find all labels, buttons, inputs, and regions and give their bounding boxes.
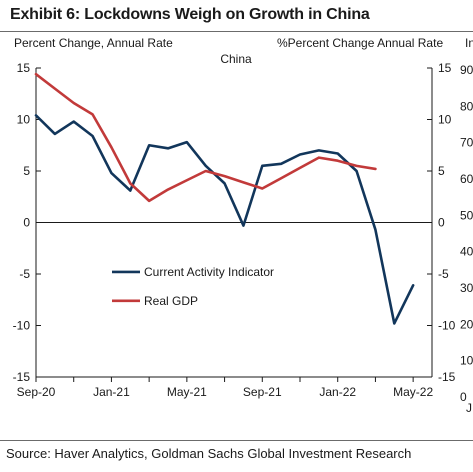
legend-label: Current Activity Indicator [144,265,274,279]
title-divider [0,31,473,32]
right-y-tick-label: 10 [438,113,452,127]
far-right-tick-label: 30 [460,281,473,295]
far-right-bottom-label: J [466,401,472,415]
axes: -15 -15 -10 -10 -5 -5 0 0 5 5 10 10 15 15 90 80 70 60 50 40… [13,61,473,415]
line-chart: Percent Change, Annual Rate %Percent Cha… [13,36,473,415]
right-y-tick-label: -15 [438,370,456,384]
left-y-tick-label: 15 [17,61,31,75]
chart-title: China [220,52,252,66]
far-right-axis-label: In [465,36,473,50]
x-tick-label: Sep-20 [17,385,56,399]
real-gdp-line [34,72,377,203]
source-note: Source: Haver Analytics, Goldman Sachs G… [6,446,412,461]
x-tick-label: Sep-21 [243,385,282,399]
x-tick-label: Jan-22 [319,385,356,399]
right-y-tick-label: 0 [438,216,445,230]
far-right-tick-label: 80 [460,99,473,113]
left-axis-label: Percent Change, Annual Rate [14,36,173,50]
left-y-tick-label: 10 [17,113,31,127]
far-right-tick-label: 0 [460,390,467,404]
far-right-tick-label: 90 [460,63,473,77]
right-y-tick-label: -10 [438,319,456,333]
far-right-tick-label: 60 [460,172,473,186]
far-right-tick-label: 20 [460,317,473,331]
left-y-tick-label: 0 [23,216,30,230]
far-right-tick-label: 10 [460,354,473,368]
footer-divider [0,440,473,441]
right-y-tick-label: 15 [438,61,452,75]
x-tick-label: Jan-21 [93,385,130,399]
x-tick-label: May-22 [393,385,433,399]
x-tick-label: May-21 [167,385,207,399]
legend: Current Activity Indicator Real GDP [112,265,274,308]
left-y-tick-label: -15 [13,370,31,384]
page-title: Exhibit 6: Lockdowns Weigh on Growth in … [10,6,370,23]
left-y-tick-label: -5 [19,267,30,281]
left-y-tick-label: 5 [23,164,30,178]
right-y-tick-label: 5 [438,164,445,178]
left-y-tick-label: -10 [13,319,31,333]
far-right-tick-label: 70 [460,136,473,150]
right-axis-label: %Percent Change Annual Rate [277,36,443,50]
current-activity-indicator-line [34,114,415,325]
series-layer [34,72,415,325]
right-y-tick-label: -5 [438,267,449,281]
far-right-tick-label: 50 [460,208,473,222]
far-right-tick-label: 40 [460,245,473,259]
legend-label: Real GDP [144,294,198,308]
